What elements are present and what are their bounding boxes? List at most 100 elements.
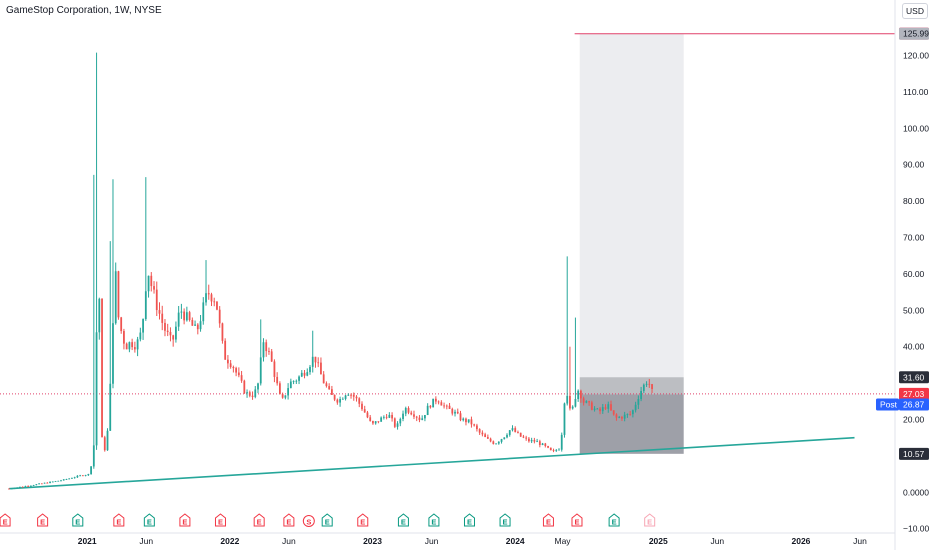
price-axis[interactable]: 120.00 110.00 100.00 90.00 80.00 70.00 60.00 50… [894, 0, 930, 550]
time-tick-label: 2026 [792, 536, 811, 546]
earnings-event-icon[interactable]: E [72, 513, 84, 527]
candle-body [40, 483, 43, 485]
earnings-event-icon[interactable]: E [179, 513, 191, 527]
entry-zone[interactable] [579, 377, 684, 395]
candle [459, 410, 462, 422]
earnings-event-icon[interactable]: E [253, 513, 265, 527]
earnings-event-icon[interactable]: E [37, 513, 49, 527]
earnings-event-icon[interactable]: E [499, 513, 511, 527]
candle-body [295, 380, 298, 382]
price-tick-label: 120.00 [903, 51, 929, 61]
candle-body [125, 343, 128, 350]
position-tool[interactable] [579, 33, 684, 454]
candle-body [273, 361, 276, 377]
price-tick-label: 50.00 [903, 305, 925, 315]
candle [355, 395, 358, 402]
candle-body [109, 383, 112, 431]
earnings-event-icon[interactable]: E [283, 513, 295, 527]
candle [95, 52, 98, 450]
candle [528, 436, 530, 443]
candle-body [396, 423, 399, 427]
earnings-event-icon[interactable]: E [644, 513, 656, 527]
earnings-event-icon[interactable]: E [397, 513, 409, 527]
candle [519, 432, 522, 437]
candle-body [248, 392, 251, 396]
candle-body [213, 301, 216, 303]
split-event-icon[interactable]: S [302, 515, 315, 527]
stop-zone[interactable] [579, 394, 684, 454]
candle-body [399, 418, 402, 424]
earnings-event-icon[interactable]: E [214, 513, 226, 527]
candle [246, 389, 248, 398]
candle [169, 327, 172, 342]
earnings-event-icon[interactable]: E [357, 513, 369, 527]
stop-price-tag: 10.57 [899, 447, 929, 460]
candle-body [300, 372, 303, 377]
candle [185, 306, 188, 322]
price-tick-label: 40.00 [903, 342, 925, 352]
earnings-event-icon[interactable]: E [113, 513, 125, 527]
event-icon-letter: E [40, 518, 45, 527]
candle [410, 410, 413, 416]
candle [582, 396, 585, 406]
candle-body [333, 394, 336, 400]
candle-body [158, 310, 161, 314]
candle-body [552, 450, 555, 451]
candle-body [440, 402, 443, 406]
candle-body [29, 485, 32, 487]
earnings-event-icon[interactable]: E [0, 513, 11, 527]
price-tick-label: 70.00 [903, 233, 925, 243]
candle-body [355, 396, 358, 399]
candle-body [640, 390, 642, 400]
candle [418, 415, 421, 423]
candle-body [336, 399, 339, 403]
candle [207, 284, 210, 300]
candle-body [607, 404, 610, 409]
candle-body [418, 417, 421, 420]
earnings-event-icon[interactable]: E [428, 513, 440, 527]
candle [287, 383, 290, 400]
candle-body [437, 401, 440, 403]
candle [585, 400, 588, 404]
candle [445, 404, 448, 410]
event-icon-letter: E [218, 518, 223, 527]
candle-body [136, 339, 139, 350]
earnings-event-icon[interactable]: E [321, 513, 333, 527]
candle-body [456, 411, 459, 414]
candle-body [320, 362, 322, 375]
candle [125, 342, 128, 350]
time-axis[interactable]: 2021 Jun 2022 Jun 2023 Jun 2024 May 2025 Jun 2026 J… [0, 532, 895, 546]
candle [60, 479, 62, 482]
earnings-event-icon[interactable]: E [463, 513, 475, 527]
candle [166, 323, 169, 337]
event-icon-letter: E [325, 518, 330, 527]
time-tick-label: 2022 [220, 536, 239, 546]
currency-button[interactable]: USD [902, 3, 928, 19]
candle [577, 389, 580, 402]
candle-body [404, 408, 407, 414]
candle [117, 270, 120, 320]
candle-body [634, 404, 637, 411]
candle-body [10, 488, 13, 490]
earnings-event-icon[interactable]: E [542, 513, 554, 527]
profit-zone[interactable] [579, 33, 684, 395]
candle [642, 383, 645, 394]
candle-body [511, 428, 514, 431]
candle [456, 408, 459, 415]
candle [262, 338, 265, 362]
earnings-event-icon[interactable]: E [608, 513, 620, 527]
earnings-event-icon[interactable]: E [143, 513, 155, 527]
candle [210, 292, 213, 307]
candle-body [131, 342, 134, 348]
candle [503, 437, 506, 440]
drawing-lines[interactable] [0, 33, 895, 490]
candle-body [317, 362, 320, 364]
support-trendline[interactable] [8, 436, 855, 490]
candle [213, 297, 216, 307]
earnings-event-icon[interactable]: E [571, 513, 583, 527]
candle [38, 483, 40, 485]
candle [481, 430, 484, 437]
candle-body [544, 443, 547, 447]
